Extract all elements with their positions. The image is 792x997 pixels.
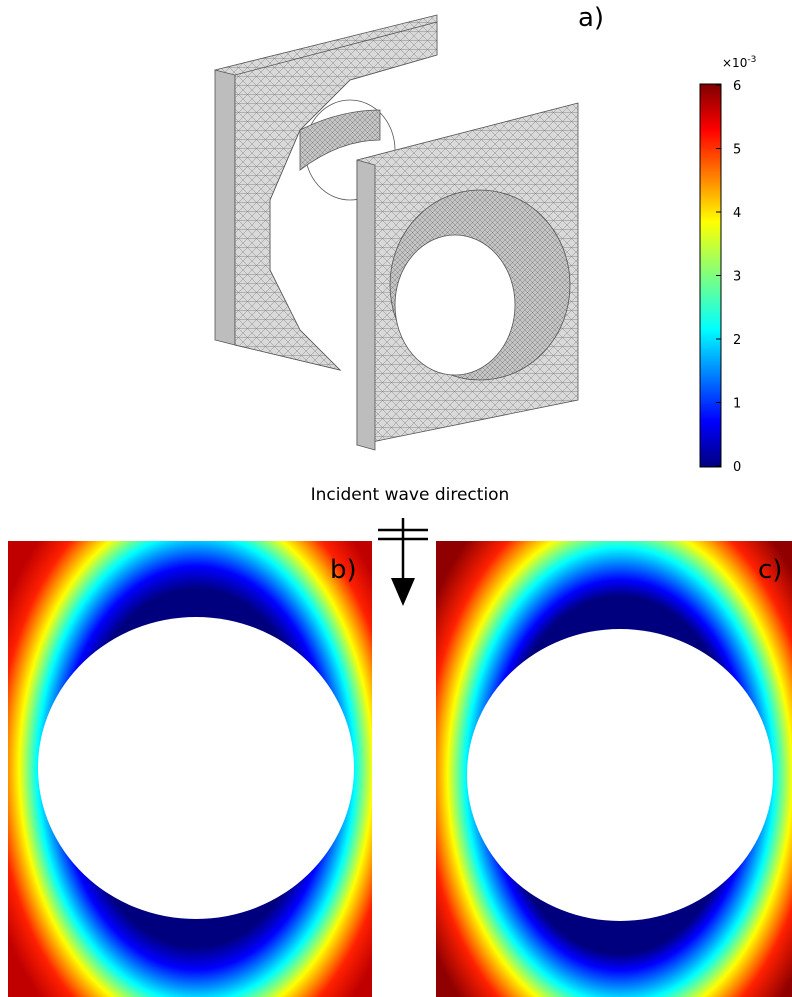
panel-label: b) [330,555,357,585]
colorbar-tick-label: 1 [733,397,741,412]
colorbar-tick-label: 5 [733,143,741,158]
hole [38,617,354,919]
panel-label: a) [578,3,604,33]
hole [467,629,773,921]
caption: Incident wave direction [311,485,510,505]
colorbar-tick-label: 3 [733,270,741,285]
wave-arrow [378,518,428,606]
colorbar-tick-label: 0 [733,460,741,475]
colorbar-tick-label: 4 [733,206,741,221]
colorbar-tick-label: 6 [733,79,741,94]
colorbar-tick-label: 2 [733,333,741,348]
panel-label: c) [758,555,782,585]
colorbar-multiplier: ×10-3 [722,55,756,70]
mesh-model [214,14,579,451]
